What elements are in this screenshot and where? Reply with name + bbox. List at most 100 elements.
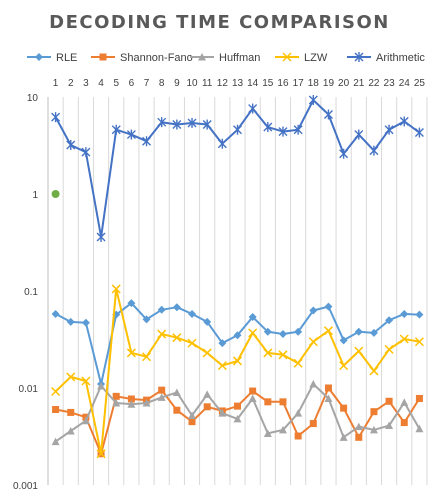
data-point-huffman bbox=[369, 425, 378, 434]
data-point-huffman bbox=[112, 399, 121, 407]
data-point-rle bbox=[127, 299, 136, 308]
legend-label: Arithmetic bbox=[376, 52, 425, 64]
y-tick-label: 0.01 bbox=[19, 384, 39, 395]
marker-stroke bbox=[369, 366, 379, 376]
data-point-lzw bbox=[369, 366, 379, 376]
legend-marker bbox=[99, 53, 107, 61]
data-point-shannon-fano bbox=[340, 404, 348, 412]
grid-lines bbox=[47, 97, 428, 485]
marker-stroke bbox=[308, 337, 318, 347]
data-point-rle bbox=[172, 303, 181, 312]
data-point-huffman bbox=[248, 394, 257, 402]
marker-stroke bbox=[384, 344, 394, 354]
data-point-lzw bbox=[81, 376, 91, 386]
x-tick-label: 4 bbox=[98, 78, 104, 89]
data-point-lzw bbox=[187, 338, 197, 348]
data-point-shannon-fano bbox=[355, 433, 363, 441]
data-point-rle bbox=[81, 318, 90, 327]
data-point-huffman bbox=[97, 381, 106, 390]
x-tick-label: 22 bbox=[368, 78, 380, 89]
marker-stroke bbox=[354, 346, 364, 356]
marker-stroke bbox=[232, 356, 243, 366]
data-point-huffman bbox=[278, 425, 287, 434]
x-tick-label: 16 bbox=[277, 78, 289, 89]
legend-item: RLE bbox=[27, 52, 77, 64]
data-point-lzw bbox=[51, 386, 61, 397]
legend-marker bbox=[282, 52, 292, 62]
data-point-arithmetic bbox=[339, 148, 349, 159]
x-tick-label: 21 bbox=[353, 78, 365, 89]
x-tick-label: 25 bbox=[414, 78, 426, 89]
data-point-rle bbox=[400, 309, 409, 318]
data-point-rle bbox=[354, 327, 363, 336]
data-point-lzw bbox=[323, 326, 333, 336]
data-point-huffman bbox=[127, 400, 136, 408]
data-point-rle bbox=[415, 310, 424, 319]
data-point-lzw bbox=[354, 346, 364, 356]
marker-stroke bbox=[96, 449, 106, 459]
x-tick-label: 2 bbox=[68, 78, 74, 89]
data-point-huffman bbox=[400, 398, 409, 406]
series-line-arithmetic bbox=[54, 99, 420, 238]
data-point-shannon-fano bbox=[324, 384, 332, 392]
x-tick-label: 6 bbox=[129, 78, 135, 89]
data-point-shannon-fano bbox=[52, 406, 60, 414]
data-point-rle bbox=[51, 309, 60, 318]
data-point-arithmetic bbox=[414, 127, 424, 138]
marker-stroke bbox=[323, 326, 333, 336]
data-point-shannon-fano bbox=[188, 418, 196, 426]
data-point-arithmetic bbox=[369, 145, 379, 156]
x-tick-label: 24 bbox=[399, 78, 411, 89]
legend-item: LZW bbox=[275, 52, 328, 64]
data-point-huffman bbox=[51, 437, 60, 446]
marker-stroke bbox=[142, 352, 152, 362]
data-point-shannon-fano bbox=[385, 397, 393, 405]
x-tick-label: 20 bbox=[338, 78, 350, 89]
data-point-rle bbox=[248, 312, 257, 321]
data-point-rle bbox=[385, 316, 394, 325]
marker-stroke bbox=[81, 376, 91, 386]
data-point-arithmetic bbox=[96, 232, 106, 243]
data-point-shannon-fano bbox=[415, 394, 423, 402]
x-tick-label: 19 bbox=[323, 78, 335, 89]
data-point-arithmetic bbox=[81, 147, 91, 158]
legend-item: Arithmetic bbox=[347, 52, 425, 64]
data-point-lzw bbox=[142, 352, 152, 362]
annotation-point bbox=[51, 190, 60, 198]
data-point-huffman bbox=[294, 409, 303, 417]
data-point-huffman bbox=[218, 409, 227, 417]
y-tick-label: 0.1 bbox=[24, 287, 38, 298]
x-tick-label: 8 bbox=[159, 78, 165, 89]
data-point-huffman bbox=[81, 416, 90, 425]
x-tick-label: 7 bbox=[144, 78, 150, 89]
legend-label: LZW bbox=[304, 52, 328, 64]
data-point-rle bbox=[294, 327, 303, 336]
data-point-huffman bbox=[309, 379, 318, 388]
y-tick-label: 10 bbox=[27, 93, 39, 104]
data-point-huffman bbox=[415, 424, 424, 433]
data-point-rle bbox=[263, 327, 272, 336]
data-point-arithmetic bbox=[354, 129, 364, 140]
data-point-lzw bbox=[66, 372, 76, 382]
data-point-arithmetic bbox=[111, 124, 121, 135]
x-tick-label: 13 bbox=[232, 78, 244, 89]
data-point-rle bbox=[66, 317, 75, 326]
data-point-rle bbox=[369, 328, 378, 337]
y-tick-label: 1 bbox=[32, 190, 38, 201]
data-point-lzw bbox=[293, 358, 303, 368]
legend-item: Huffman bbox=[190, 52, 260, 64]
data-point-rle bbox=[203, 317, 212, 326]
data-point-shannon-fano bbox=[127, 395, 135, 403]
data-point-shannon-fano bbox=[370, 408, 378, 416]
data-point-rle bbox=[188, 309, 197, 318]
legend-marker bbox=[354, 52, 364, 62]
data-point-arithmetic bbox=[66, 140, 76, 151]
x-tick-label: 17 bbox=[293, 78, 305, 89]
marker-stroke bbox=[414, 337, 424, 347]
x-tick-label: 1 bbox=[53, 78, 59, 89]
data-point-huffman bbox=[203, 390, 212, 398]
data-point-huffman bbox=[354, 422, 363, 431]
marker-stroke bbox=[172, 333, 182, 343]
data-point-rle bbox=[309, 306, 318, 315]
data-point-shannon-fano bbox=[67, 408, 75, 416]
